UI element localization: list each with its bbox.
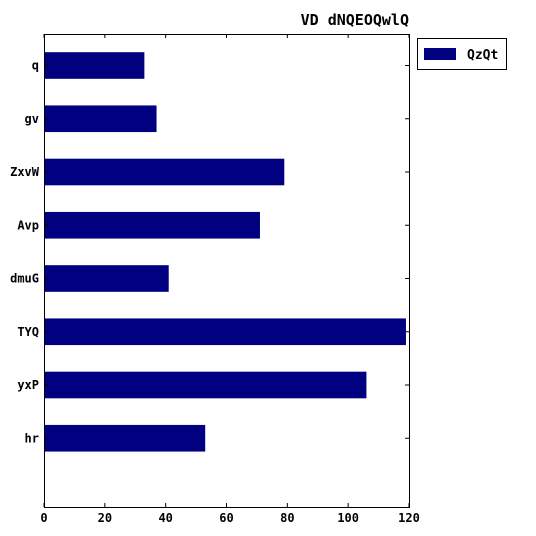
bar-gv — [45, 105, 157, 133]
x-axis: 0 20 40 60 80 100 120 — [40, 34, 420, 525]
y-tick-label: dmuG — [10, 272, 39, 286]
bar-TYQ — [45, 318, 406, 346]
x-tick-label: 60 — [219, 511, 233, 525]
y-tick-label: yxP — [17, 378, 39, 392]
y-tick-label: gv — [25, 112, 39, 126]
y-tick-label: q — [32, 59, 39, 73]
x-tick-label: 80 — [280, 511, 294, 525]
x-tick-label: 0 — [40, 511, 47, 525]
y-tick-label: TYQ — [17, 325, 39, 339]
x-tick-label: 20 — [98, 511, 112, 525]
x-tick-label: 40 — [158, 511, 172, 525]
y-axis: q gv ZxvW Avp dmuG TYQ yxP hr — [10, 59, 409, 445]
chart-title: VD dNQEOQwlQ — [301, 11, 409, 29]
legend: QzQt — [417, 38, 507, 70]
bars-group — [45, 52, 406, 452]
x-tick-label: 120 — [398, 511, 420, 525]
y-tick-label: Avp — [17, 218, 39, 232]
bar-yxP — [45, 371, 367, 399]
legend-swatch — [424, 48, 456, 60]
y-tick-label: ZxvW — [10, 165, 40, 179]
y-tick-label: hr — [25, 431, 39, 445]
bar-q — [45, 52, 145, 79]
legend-label: QzQt — [467, 48, 498, 63]
bar-ZxvW — [45, 158, 285, 186]
bar-dmuG — [45, 265, 169, 292]
x-tick-label: 100 — [337, 511, 359, 525]
bar-hr — [45, 424, 206, 452]
bar-Avp — [45, 211, 260, 239]
